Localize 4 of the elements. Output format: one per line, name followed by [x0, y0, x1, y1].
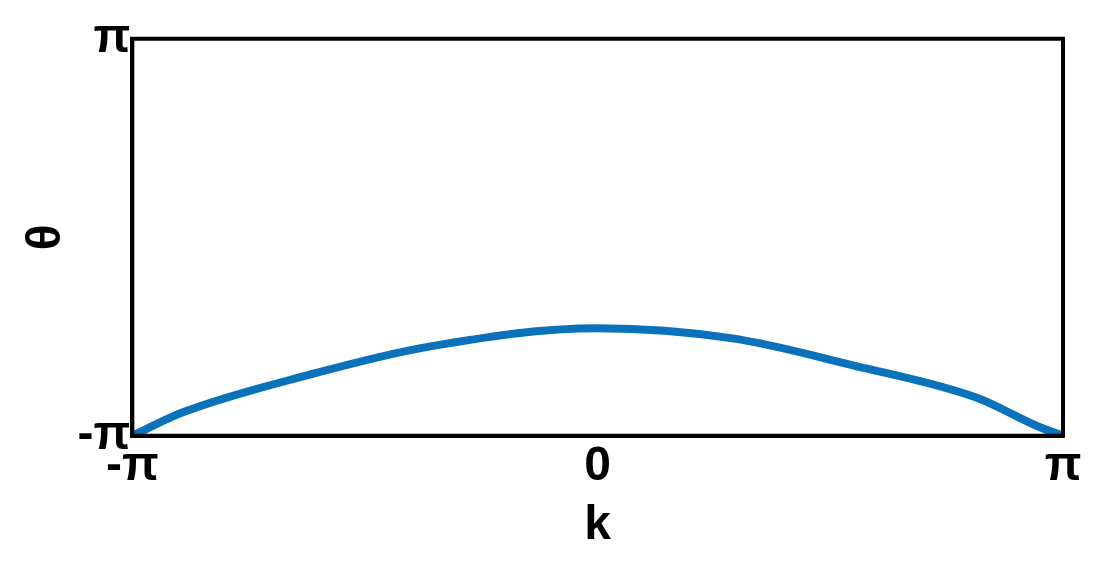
x-tick-label: 0: [584, 436, 612, 490]
y-axis-title: θ: [17, 224, 71, 251]
x-axis-title: k: [584, 496, 612, 550]
x-tick-label: π: [1044, 436, 1082, 490]
